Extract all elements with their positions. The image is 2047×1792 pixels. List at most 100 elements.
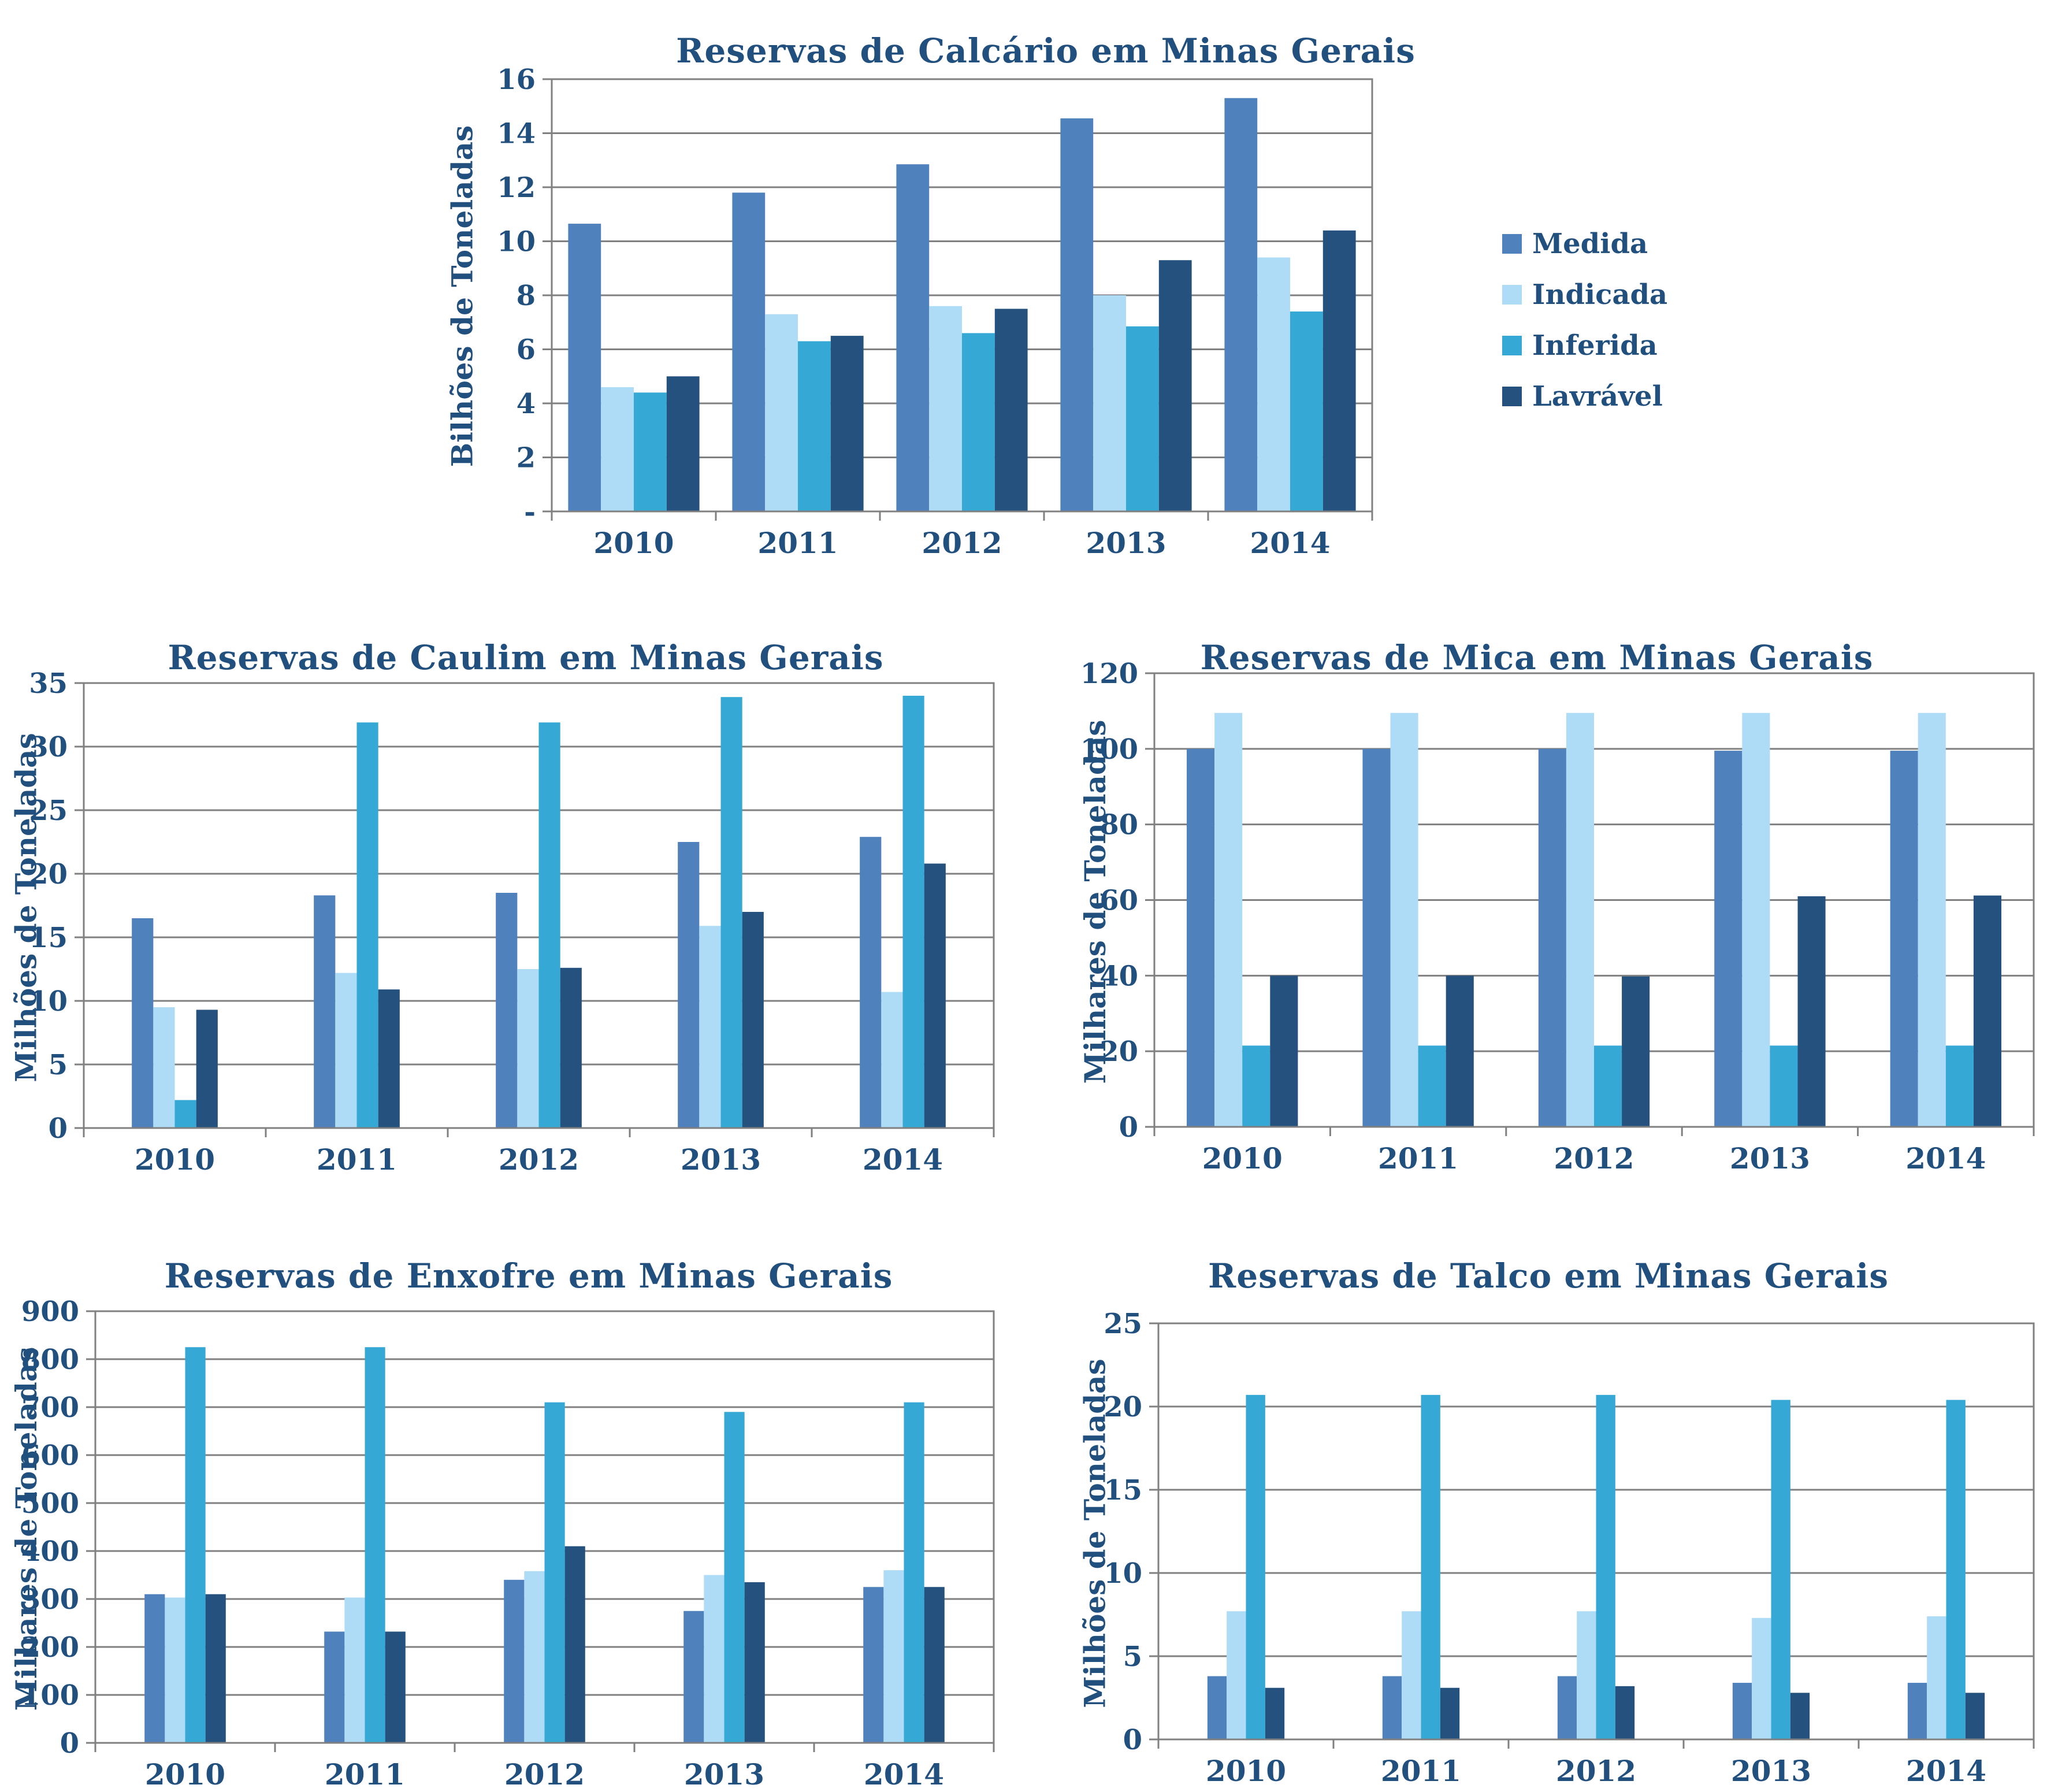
bar-lavrável-2011 bbox=[1446, 975, 1474, 1127]
y-tick-label: 6 bbox=[517, 334, 536, 366]
bar-medida-2011 bbox=[324, 1631, 345, 1743]
plot-talco: 0 5 10 15 20 25 2010 2011 2012 2013 2014 bbox=[1104, 1308, 2035, 1788]
x-category-label: 2014 bbox=[863, 1142, 943, 1177]
bar-indicada-2010 bbox=[153, 1007, 175, 1128]
bar-lavrável-2011 bbox=[1440, 1687, 1460, 1739]
x-category-label: 2013 bbox=[1730, 1141, 1810, 1175]
x-category-label: 2011 bbox=[317, 1142, 397, 1177]
bar-medida-2010 bbox=[1207, 1676, 1227, 1739]
bar-lavrável-2014 bbox=[924, 863, 946, 1128]
chart-title-calcario: Reservas de Calcário em Minas Gerais bbox=[676, 31, 1416, 71]
x-category-label: 2014 bbox=[1250, 526, 1330, 560]
y-tick-label: 900 bbox=[21, 1296, 79, 1328]
x-category-label: 2010 bbox=[593, 526, 674, 560]
x-category-label: 2010 bbox=[135, 1142, 215, 1177]
bar-lavrável-2011 bbox=[385, 1631, 406, 1743]
bar-indicada-2013 bbox=[1742, 713, 1770, 1127]
x-category-label: 2011 bbox=[757, 526, 838, 560]
bar-medida-2014 bbox=[860, 837, 882, 1128]
x-category-label: 2012 bbox=[499, 1142, 579, 1177]
y-tick-label: 15 bbox=[1104, 1474, 1142, 1507]
y-tick-label: 0 bbox=[1123, 1724, 1142, 1756]
y-tick-label: 20 bbox=[1099, 1036, 1138, 1068]
y-tick-label: 0 bbox=[60, 1727, 79, 1760]
plot-frame bbox=[83, 682, 995, 1129]
plot-frame bbox=[1153, 672, 2035, 1128]
bar-indicada-2010 bbox=[165, 1597, 185, 1743]
legend-swatch-inferida-icon bbox=[1502, 336, 1522, 355]
legend-item-inferida: Inferida bbox=[1502, 332, 1667, 359]
plot-calcario: - 2 4 6 8 10 12 14 16 2010 2011 2012 2013 2014 bbox=[497, 64, 1373, 560]
bar-medida-2014 bbox=[863, 1587, 884, 1743]
bar-inferida-2011 bbox=[1418, 1045, 1446, 1127]
bar-inferida-2010 bbox=[185, 1347, 206, 1743]
y-tick-label: 10 bbox=[29, 985, 68, 1018]
y-tick-label: 700 bbox=[21, 1392, 79, 1424]
x-category-label: 2010 bbox=[1202, 1141, 1283, 1175]
bar-inferida-2010 bbox=[174, 1100, 196, 1128]
chart-title-talco: Reservas de Talco em Minas Gerais bbox=[1208, 1256, 1889, 1296]
bar-indicada-2011 bbox=[1402, 1611, 1421, 1739]
x-category-label: 2013 bbox=[681, 1142, 761, 1177]
bar-lavrável-2013 bbox=[744, 1582, 765, 1743]
bar-inferida-2011 bbox=[798, 341, 831, 511]
bar-lavrável-2014 bbox=[924, 1587, 945, 1743]
x-category-label: 2012 bbox=[922, 526, 1002, 560]
bar-lavrável-2013 bbox=[1797, 896, 1826, 1127]
bar-lavrável-2011 bbox=[378, 989, 400, 1128]
legend-item-indicada: Indicada bbox=[1502, 281, 1667, 309]
bar-medida-2013 bbox=[1732, 1683, 1752, 1739]
bar-lavrável-2012 bbox=[1622, 976, 1650, 1127]
bar-inferida-2013 bbox=[1771, 1400, 1790, 1739]
bar-lavrável-2014 bbox=[1965, 1693, 1985, 1739]
y-tick-label: 80 bbox=[1099, 809, 1138, 841]
y-tick-label: 120 bbox=[1080, 658, 1138, 690]
y-tick-label: 800 bbox=[21, 1344, 79, 1376]
bar-indicada-2010 bbox=[1227, 1611, 1246, 1739]
bar-indicada-2014 bbox=[883, 1570, 904, 1743]
y-tick-label: 14 bbox=[497, 118, 536, 150]
bar-indicada-2014 bbox=[881, 992, 903, 1128]
bar-lavrável-2012 bbox=[1615, 1686, 1635, 1739]
bar-indicada-2010 bbox=[1214, 713, 1243, 1127]
x-category-label: 2014 bbox=[864, 1757, 944, 1791]
x-category-label: 2012 bbox=[1554, 1141, 1634, 1175]
bar-inferida-2012 bbox=[962, 333, 995, 511]
bar-inferida-2010 bbox=[634, 392, 667, 511]
y-tick-label: 0 bbox=[49, 1112, 68, 1145]
plot-frame bbox=[94, 1310, 995, 1744]
bar-medida-2014 bbox=[1224, 98, 1258, 512]
legend-label: Medida bbox=[1532, 228, 1648, 260]
y-tick-label: 8 bbox=[517, 280, 536, 312]
y-tick-label: - bbox=[524, 496, 536, 528]
bar-inferida-2014 bbox=[1290, 311, 1323, 511]
bar-indicada-2014 bbox=[1918, 713, 1946, 1127]
y-tick-label: 100 bbox=[21, 1679, 79, 1712]
bar-lavrável-2013 bbox=[742, 912, 764, 1128]
bar-inferida-2012 bbox=[544, 1402, 565, 1743]
bar-lavrável-2010 bbox=[196, 1010, 218, 1128]
bar-indicada-2011 bbox=[335, 973, 357, 1128]
y-tick-label: 500 bbox=[21, 1487, 79, 1520]
y-tick-label: 300 bbox=[21, 1583, 79, 1616]
legend-label: Indicada bbox=[1532, 279, 1668, 311]
x-category-label: 2013 bbox=[684, 1757, 764, 1791]
bar-medida-2011 bbox=[1382, 1676, 1402, 1739]
bar-medida-2010 bbox=[144, 1594, 165, 1743]
x-category-label: 2011 bbox=[1378, 1141, 1458, 1175]
bar-medida-2010 bbox=[1187, 748, 1215, 1127]
bar-medida-2010 bbox=[132, 918, 154, 1128]
bar-medida-2013 bbox=[1714, 751, 1743, 1127]
bar-lavrável-2010 bbox=[666, 376, 700, 511]
chart-title-caulim: Reservas de Caulim em Minas Gerais bbox=[168, 638, 884, 678]
bar-lavrável-2012 bbox=[564, 1546, 585, 1743]
bar-inferida-2014 bbox=[902, 696, 924, 1128]
bar-indicada-2013 bbox=[1093, 295, 1126, 511]
y-tick-label: 100 bbox=[1080, 733, 1138, 766]
bar-indicada-2013 bbox=[699, 926, 721, 1128]
x-category-label: 2012 bbox=[504, 1757, 585, 1791]
bar-inferida-2014 bbox=[1945, 1045, 1974, 1127]
bar-inferida-2011 bbox=[356, 722, 378, 1128]
y-tick-label: 4 bbox=[517, 388, 536, 420]
